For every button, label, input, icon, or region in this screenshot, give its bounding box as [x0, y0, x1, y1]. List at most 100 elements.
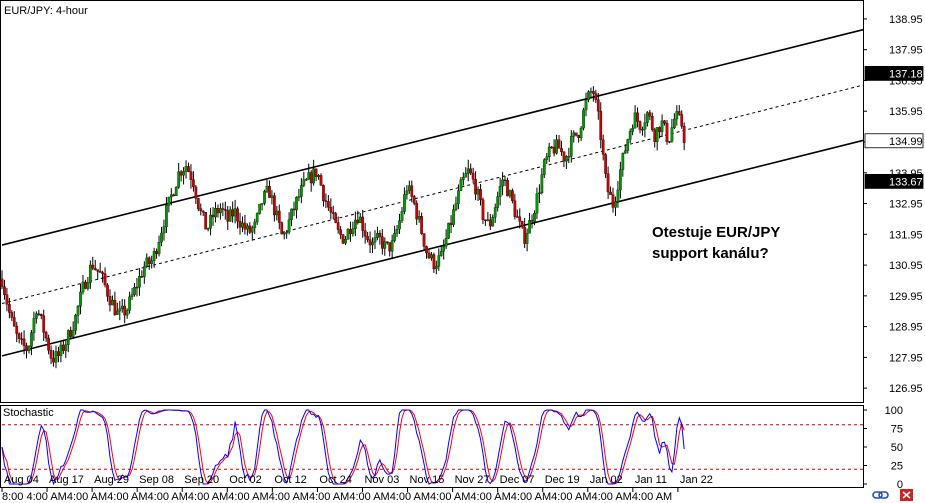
candle-body: [503, 179, 507, 181]
price-marker-bg: [864, 65, 924, 81]
candle-body: [300, 185, 303, 197]
candle-body: [194, 186, 198, 199]
candle-body: [373, 237, 377, 243]
candle-body: [35, 313, 38, 319]
candle-body: [236, 208, 239, 222]
candle-body: [619, 169, 622, 191]
candle-body: [461, 177, 465, 180]
candle-body: [285, 231, 288, 234]
date-tick-label: Jan 11: [635, 474, 667, 486]
candle-body: [488, 219, 492, 227]
candle-body: [277, 210, 281, 223]
candle-body: [263, 191, 266, 204]
candle-body: [643, 122, 647, 130]
candle-body: [111, 299, 114, 306]
candle-body: [407, 185, 411, 192]
candle-body: [584, 99, 588, 111]
candle-body: [557, 139, 561, 149]
candle-body: [280, 222, 284, 235]
price-tick-label: 131.95: [889, 229, 923, 241]
candle-body: [250, 227, 254, 233]
candle-body: [479, 189, 482, 200]
candle-body: [140, 276, 144, 278]
candle-body: [547, 146, 551, 158]
stochastic-series: [1, 409, 863, 486]
candle-body: [533, 212, 536, 222]
price-tick-label: 127.95: [889, 352, 923, 364]
candle-body: [54, 351, 58, 363]
candle-body: [628, 131, 632, 140]
candle-body: [317, 175, 320, 177]
candle-body: [74, 315, 77, 331]
candle-body: [430, 254, 433, 259]
candle-body: [177, 171, 181, 188]
candle-body: [410, 185, 414, 197]
candle-body: [658, 127, 661, 132]
candle-body: [297, 196, 301, 198]
candle-body: [648, 112, 652, 117]
candle-body: [192, 179, 195, 188]
bottom-time-strip: 8:00 4:00 AM4:00 AM4:00 AM4:00 AM4:00 AM…: [2, 491, 672, 503]
candle-body: [211, 214, 215, 218]
price-tick-label: 130.95: [889, 260, 923, 272]
candle-body: [594, 93, 598, 100]
candle-body: [356, 219, 360, 223]
candle-body: [182, 171, 185, 176]
stochastic-tick-label: 0: [897, 479, 903, 491]
price-marker-label: 137.18: [889, 68, 923, 80]
price-marker-bg: [864, 133, 924, 149]
candle-body: [123, 305, 127, 316]
candle-body: [37, 313, 41, 315]
candle-body: [169, 194, 173, 198]
candle-body: [560, 148, 563, 152]
candle-body: [339, 229, 342, 235]
candle-body: [354, 219, 357, 229]
candle-body: [390, 240, 394, 252]
candle-body: [268, 186, 271, 198]
candle-body: [221, 208, 225, 210]
candle-body: [125, 310, 129, 316]
candle-body: [96, 269, 100, 272]
candle-body: [641, 129, 644, 131]
candle-body: [88, 264, 92, 283]
price-axis: 138.95137.95136.95135.95134.95133.95132.…: [863, 14, 924, 395]
candle-body: [47, 337, 50, 351]
candle-body: [520, 221, 524, 228]
candle-body: [471, 172, 475, 180]
candle-body: [368, 239, 372, 246]
candle-body: [204, 212, 208, 230]
candle-body: [314, 168, 318, 177]
close-icon[interactable]: [900, 489, 913, 501]
candle-body: [0, 278, 4, 287]
candle-body: [663, 120, 666, 124]
candle-body: [523, 226, 527, 244]
candle-body: [670, 127, 674, 142]
candle-body: [636, 112, 639, 122]
candle-body: [22, 338, 26, 346]
candle-body: [282, 232, 286, 235]
stochastic-main-line: [1, 409, 685, 486]
stochastic-label: Stochastic: [3, 407, 54, 419]
candle-body: [344, 239, 347, 244]
candle-body: [464, 173, 468, 178]
candle-body: [253, 221, 257, 228]
channel-lower-line: [1, 139, 864, 357]
price-tick-label: 132.95: [889, 199, 923, 211]
candle-body: [93, 267, 97, 270]
stochastic-tick-label: 50: [891, 442, 903, 454]
candle-body: [152, 251, 156, 261]
candle-body: [27, 346, 31, 351]
candle-body: [398, 220, 401, 230]
candle-body: [599, 110, 603, 141]
candle-body: [61, 344, 65, 351]
candle-body: [682, 126, 686, 144]
candle-body: [118, 308, 122, 312]
date-tick-label: Oct 02: [229, 474, 261, 486]
link-icon[interactable]: [872, 491, 889, 499]
candle-body: [167, 196, 171, 206]
candle-body: [542, 159, 546, 175]
candle-body: [145, 257, 149, 267]
candle-body: [150, 260, 154, 264]
candle-body: [442, 246, 446, 252]
candle-body: [380, 236, 384, 249]
